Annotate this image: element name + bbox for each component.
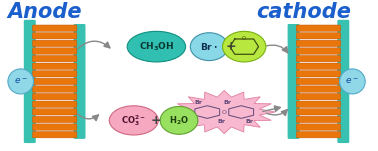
- Text: +: +: [225, 40, 236, 53]
- Text: cathode: cathode: [256, 2, 351, 22]
- FancyBboxPatch shape: [33, 40, 77, 47]
- FancyBboxPatch shape: [33, 109, 77, 115]
- Text: Br: Br: [195, 101, 203, 106]
- Text: $\mathregular{CH_3OH}$: $\mathregular{CH_3OH}$: [139, 40, 174, 53]
- FancyBboxPatch shape: [74, 25, 85, 138]
- FancyBboxPatch shape: [33, 55, 77, 62]
- Text: Br: Br: [246, 119, 254, 124]
- Ellipse shape: [190, 33, 228, 61]
- FancyBboxPatch shape: [296, 63, 341, 69]
- FancyBboxPatch shape: [296, 71, 341, 77]
- FancyBboxPatch shape: [33, 78, 77, 85]
- FancyBboxPatch shape: [296, 33, 341, 39]
- FancyBboxPatch shape: [33, 71, 77, 77]
- Text: $\mathregular{Br\cdot}$: $\mathregular{Br\cdot}$: [200, 41, 218, 52]
- FancyBboxPatch shape: [296, 48, 341, 54]
- FancyBboxPatch shape: [33, 86, 77, 92]
- FancyBboxPatch shape: [296, 86, 341, 92]
- Text: Br: Br: [223, 101, 231, 106]
- FancyBboxPatch shape: [33, 116, 77, 123]
- FancyBboxPatch shape: [288, 25, 299, 138]
- FancyBboxPatch shape: [296, 116, 341, 123]
- Text: O: O: [242, 36, 246, 41]
- FancyBboxPatch shape: [296, 132, 341, 138]
- Ellipse shape: [223, 31, 266, 62]
- Text: Anode: Anode: [8, 2, 82, 22]
- Text: $\mathregular{CO_3^{2-}}$: $\mathregular{CO_3^{2-}}$: [121, 113, 146, 128]
- Ellipse shape: [339, 69, 365, 94]
- FancyBboxPatch shape: [296, 55, 341, 62]
- FancyBboxPatch shape: [33, 93, 77, 100]
- Text: O: O: [222, 109, 227, 115]
- FancyBboxPatch shape: [33, 101, 77, 108]
- FancyBboxPatch shape: [296, 25, 341, 31]
- FancyBboxPatch shape: [33, 132, 77, 138]
- FancyBboxPatch shape: [296, 109, 341, 115]
- Text: $\mathregular{H_2O}$: $\mathregular{H_2O}$: [169, 114, 189, 127]
- FancyBboxPatch shape: [296, 40, 341, 47]
- FancyBboxPatch shape: [33, 48, 77, 54]
- FancyBboxPatch shape: [296, 93, 341, 100]
- Ellipse shape: [8, 69, 34, 94]
- Polygon shape: [174, 90, 275, 134]
- FancyBboxPatch shape: [296, 78, 341, 85]
- Ellipse shape: [109, 106, 158, 135]
- FancyBboxPatch shape: [296, 124, 341, 130]
- Text: +: +: [151, 114, 162, 127]
- FancyBboxPatch shape: [296, 101, 341, 108]
- Ellipse shape: [127, 31, 186, 62]
- Text: $e^-$: $e^-$: [14, 77, 28, 86]
- FancyBboxPatch shape: [33, 25, 77, 31]
- FancyBboxPatch shape: [25, 21, 35, 142]
- FancyBboxPatch shape: [338, 21, 349, 142]
- FancyBboxPatch shape: [33, 124, 77, 130]
- Text: $e^-$: $e^-$: [345, 77, 359, 86]
- FancyBboxPatch shape: [33, 33, 77, 39]
- Ellipse shape: [160, 106, 198, 134]
- FancyBboxPatch shape: [33, 63, 77, 69]
- Text: Br: Br: [217, 119, 225, 124]
